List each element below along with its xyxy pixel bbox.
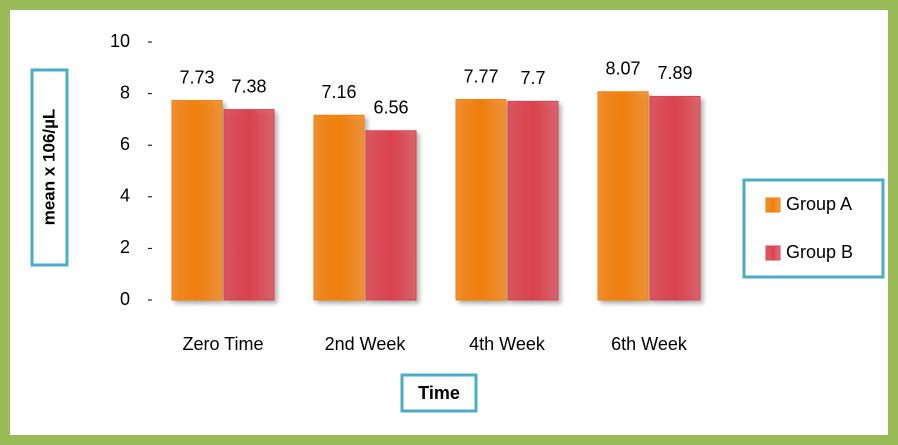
x-axis-title: Time (418, 383, 460, 403)
bar (455, 99, 507, 301)
data-label: 7.77 (463, 66, 498, 86)
x-tick-label: 6th Week (611, 334, 688, 354)
y-tick-label: 0 (120, 289, 130, 309)
y-axis-title: mean x 106/µL (39, 109, 58, 226)
bar (171, 100, 223, 301)
y-tick-label: 8 (120, 82, 130, 102)
legend-label: Group B (786, 242, 853, 262)
y-tick-label: 2 (120, 237, 130, 257)
data-label: 8.07 (605, 59, 640, 79)
x-tick-label: Zero Time (182, 334, 263, 354)
bar (365, 130, 417, 301)
data-label: 7.89 (657, 63, 692, 83)
data-label: 7.7 (520, 68, 545, 88)
bar (649, 95, 701, 301)
y-tick-label: 4 (120, 186, 130, 206)
legend-label: Group A (786, 194, 852, 214)
data-label: 7.73 (179, 67, 214, 87)
data-label: 7.16 (321, 82, 356, 102)
legend-swatch (765, 197, 781, 213)
bar (507, 100, 559, 301)
data-label: 6.56 (373, 98, 408, 118)
y-tick-label: 10 (110, 31, 130, 51)
legend-box (742, 178, 885, 279)
bar (313, 114, 365, 301)
x-title-box (400, 373, 478, 413)
data-label: 7.38 (231, 76, 266, 96)
bar (597, 91, 649, 301)
x-tick-label: 4th Week (469, 334, 546, 354)
bar (223, 109, 275, 301)
y-title-box (30, 68, 69, 267)
legend-swatch (765, 245, 781, 261)
y-tick-label: 6 (120, 134, 130, 154)
x-tick-label: 2nd Week (325, 334, 407, 354)
